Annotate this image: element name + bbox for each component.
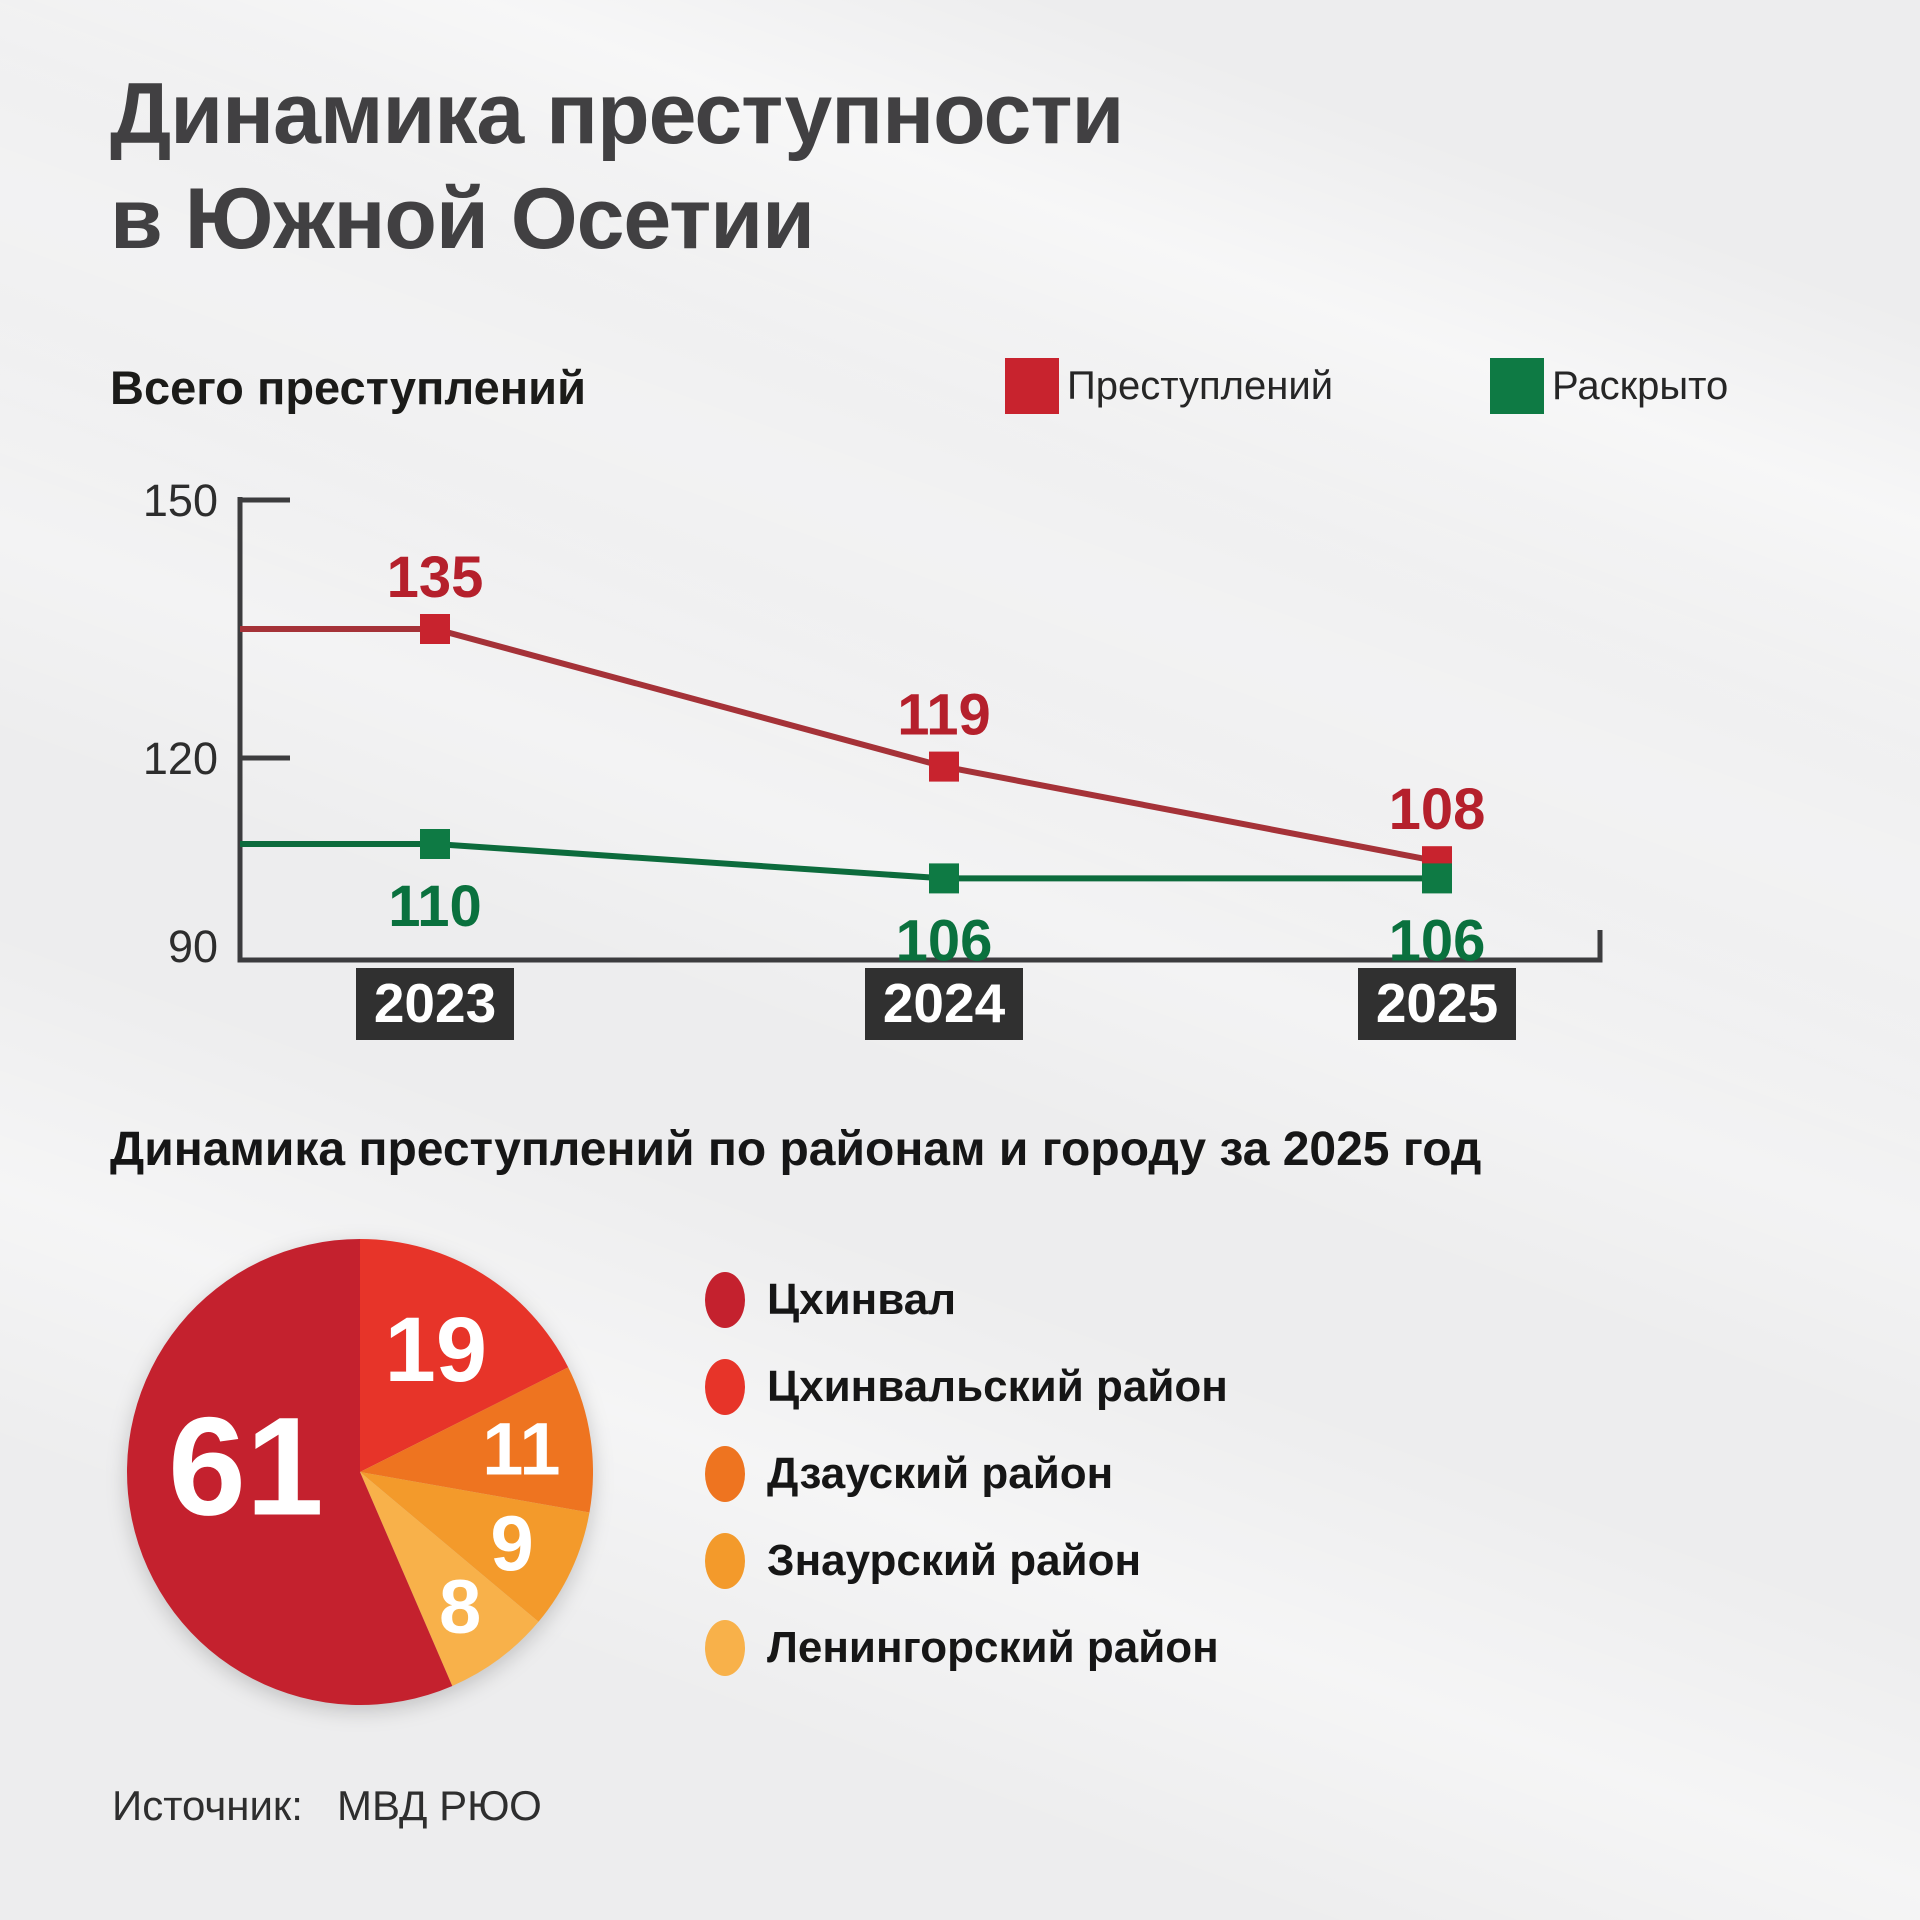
crimes-line — [240, 626, 1438, 865]
crimes-value-label: 108 — [1389, 777, 1486, 842]
pie-legend-label: Цхинвальский район — [767, 1361, 1228, 1411]
pie-legend-label: Знаурский район — [767, 1535, 1142, 1585]
dzau-district-dot-icon — [705, 1445, 745, 1502]
solved-value-label: 106 — [1389, 908, 1486, 973]
solved-value-label: 106 — [896, 908, 993, 973]
year-label-2024: 2024 — [883, 972, 1006, 1034]
pie-legend-item: Ленингорский район — [705, 1604, 1228, 1691]
pie-legend-item: Цхинвальский район — [705, 1343, 1228, 1430]
znaur-district-dot-icon — [705, 1532, 745, 1589]
crimes-marker — [929, 751, 959, 782]
solved-value-label: 110 — [388, 874, 482, 939]
pie-value-label: 9 — [490, 1499, 533, 1587]
solved-marker — [929, 863, 959, 894]
source-label: Источник: — [112, 1782, 303, 1829]
solved-marker — [1422, 863, 1452, 894]
crimes-marker — [420, 614, 450, 644]
pie-section-title: Динамика преступлений по районам и город… — [110, 1123, 1482, 1176]
year-label-2023: 2023 — [374, 972, 496, 1034]
pie-legend-label: Ленингорский район — [767, 1622, 1219, 1672]
pie-value-label: 11 — [482, 1407, 560, 1490]
leningor-district-dot-icon — [705, 1619, 745, 1676]
pie-legend-label: Цхинвал — [767, 1274, 957, 1324]
y-tick-label: 120 — [143, 733, 218, 784]
pie-legend-item: Знаурский район — [705, 1517, 1228, 1604]
solved-marker — [420, 829, 450, 859]
pie-value-label: 19 — [385, 1299, 487, 1401]
pie-legend-label: Дзауский район — [767, 1448, 1114, 1498]
crimes-value-label: 135 — [387, 545, 484, 610]
pie-legend-item: Дзауский район — [705, 1430, 1228, 1517]
pie-legend: Цхинвал Цхинвальский район Дзауский райо… — [705, 1256, 1228, 1691]
year-label-2025: 2025 — [1376, 972, 1498, 1034]
pie-value-label: 61 — [168, 1388, 324, 1545]
pie-legend-item: Цхинвал — [705, 1256, 1228, 1343]
source-value: МВД РЮО — [336, 1782, 542, 1829]
pie-value-label: 8 — [439, 1565, 481, 1650]
pie-chart-wrap: 19 11 9 8 61 — [100, 1210, 660, 1770]
y-tick-label: 150 — [143, 475, 218, 526]
y-tick-label: 90 — [168, 921, 218, 972]
crimes-value-label: 119 — [897, 683, 991, 748]
source-line: Источник: МВД РЮО — [112, 1782, 542, 1830]
tskhinval-district-dot-icon — [705, 1358, 745, 1415]
tskhinval-dot-icon — [705, 1271, 745, 1328]
line-chart: 150 120 90 135 119 108 110 106 106 2023 2024 2025 — [143, 475, 1603, 1040]
